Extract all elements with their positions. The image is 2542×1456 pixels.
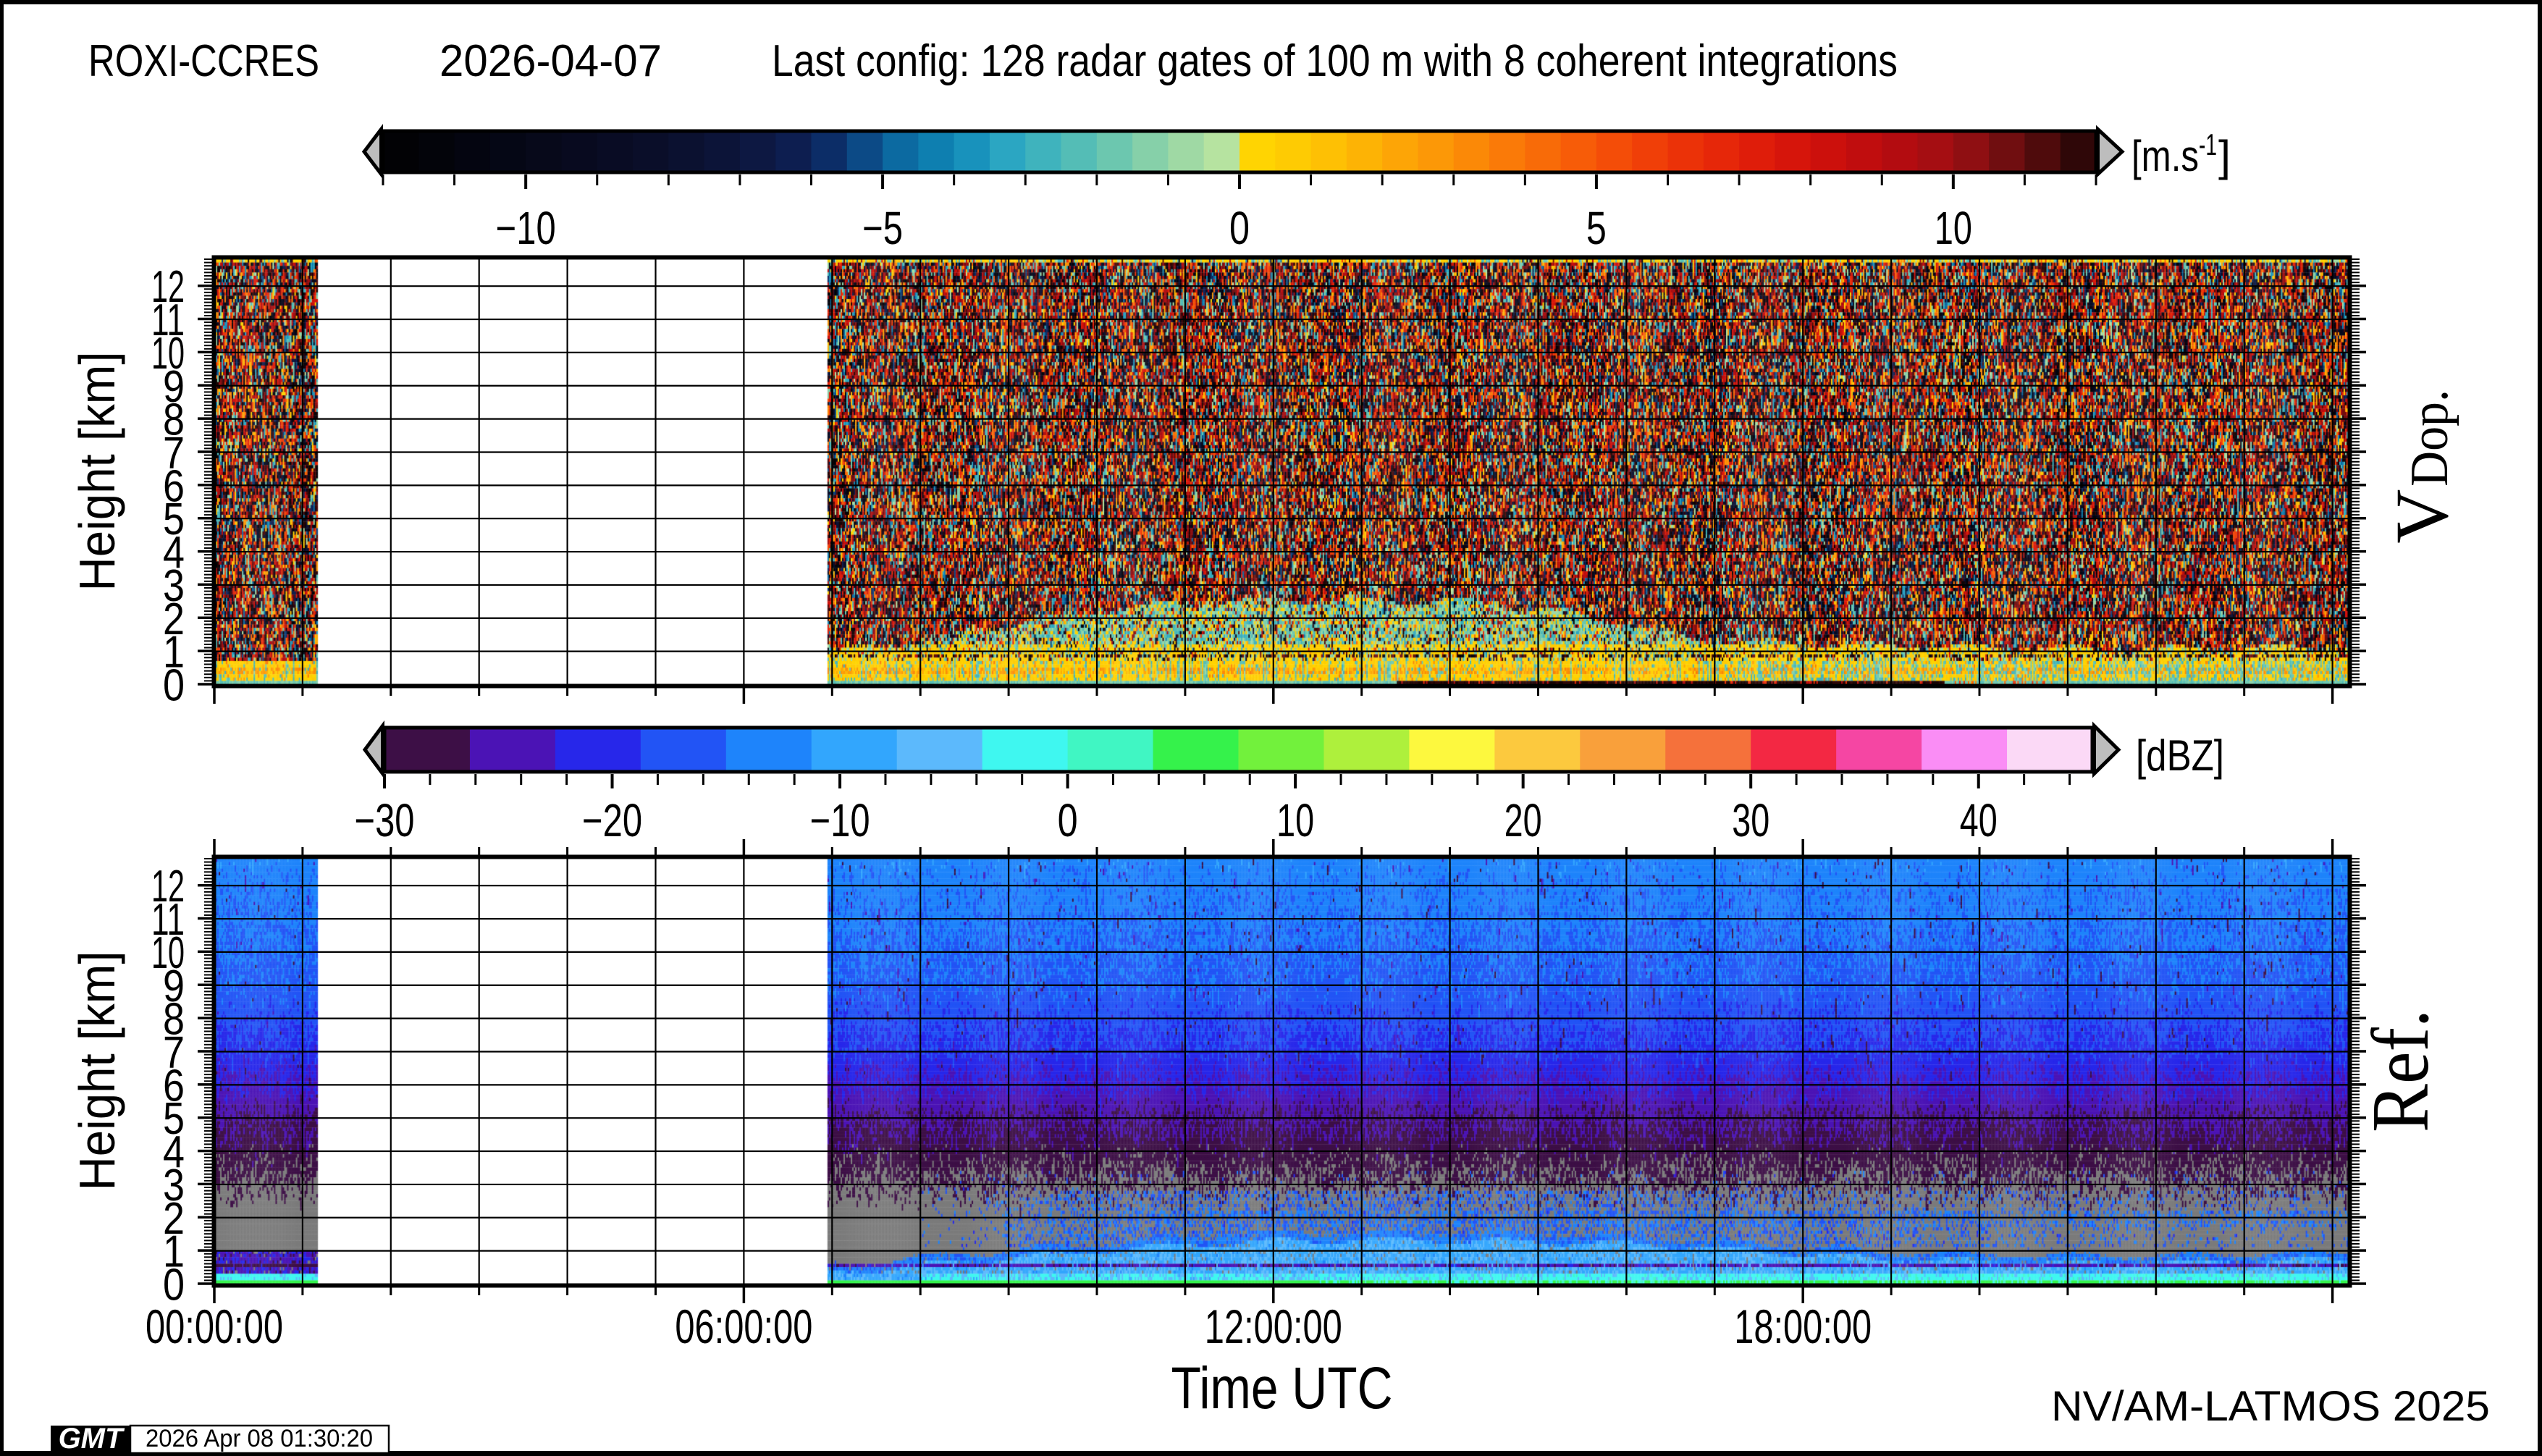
svg-text:00:00:00: 00:00:00 xyxy=(146,1300,283,1353)
svg-text:06:00:00: 06:00:00 xyxy=(675,1300,812,1353)
svg-text:40: 40 xyxy=(1960,794,1998,846)
svg-text:0: 0 xyxy=(1058,794,1078,846)
svg-text:−10: −10 xyxy=(496,202,556,254)
svg-text:30: 30 xyxy=(1732,794,1769,846)
svg-text:3: 3 xyxy=(163,1161,185,1211)
svg-text:2026 Apr 08 01:30:20: 2026 Apr 08 01:30:20 xyxy=(146,1425,373,1452)
svg-text:−10: −10 xyxy=(810,794,870,846)
svg-text:Height [km]: Height [km] xyxy=(69,951,125,1191)
svg-text:4: 4 xyxy=(163,1127,185,1177)
svg-text:Time UTC: Time UTC xyxy=(1171,1355,1393,1421)
svg-text:10: 10 xyxy=(1276,794,1314,846)
svg-text:Last config: 128 radar gates o: Last config: 128 radar gates of 100 m wi… xyxy=(772,36,1898,86)
svg-text:5: 5 xyxy=(163,1094,185,1144)
svg-text:3: 3 xyxy=(163,561,185,611)
svg-text:2026-04-07: 2026-04-07 xyxy=(439,36,662,86)
svg-text:V: V xyxy=(2381,489,2464,543)
svg-text:6: 6 xyxy=(163,461,185,511)
svg-text:20: 20 xyxy=(1504,794,1542,846)
svg-text:11: 11 xyxy=(151,895,185,945)
svg-text:1: 1 xyxy=(163,628,185,678)
svg-text:18:00:00: 18:00:00 xyxy=(1734,1300,1872,1353)
svg-text:1: 1 xyxy=(163,1227,185,1277)
svg-text:12: 12 xyxy=(151,862,185,912)
svg-text:7: 7 xyxy=(163,1027,185,1077)
svg-text:9: 9 xyxy=(163,362,185,412)
svg-text:10: 10 xyxy=(151,928,185,978)
svg-text:]: ] xyxy=(2218,132,2231,180)
svg-text:−5: −5 xyxy=(862,202,903,254)
svg-text:5: 5 xyxy=(1586,202,1607,254)
svg-text:[dBZ]: [dBZ] xyxy=(2136,731,2224,780)
svg-text:−20: −20 xyxy=(582,794,642,846)
svg-text:7: 7 xyxy=(163,428,185,478)
svg-text:8: 8 xyxy=(163,995,185,1045)
svg-text:0: 0 xyxy=(1229,202,1250,254)
svg-text:ROXI-CCRES: ROXI-CCRES xyxy=(88,36,319,86)
svg-text:Ref.: Ref. xyxy=(2356,1009,2446,1132)
svg-text:NV/AM-LATMOS 2025: NV/AM-LATMOS 2025 xyxy=(2051,1383,2490,1430)
svg-text:[m.s: [m.s xyxy=(2131,132,2199,180)
svg-text:0: 0 xyxy=(163,661,185,711)
svg-text:0: 0 xyxy=(163,1261,185,1310)
svg-text:Height [km]: Height [km] xyxy=(69,352,125,592)
svg-text:GMT: GMT xyxy=(59,1423,125,1455)
svg-text:4: 4 xyxy=(163,528,185,578)
svg-text:−30: −30 xyxy=(355,794,415,846)
svg-text:12:00:00: 12:00:00 xyxy=(1205,1300,1342,1353)
svg-text:9: 9 xyxy=(163,961,185,1011)
svg-text:-1: -1 xyxy=(2199,127,2217,161)
svg-text:12: 12 xyxy=(151,262,185,312)
svg-text:8: 8 xyxy=(163,395,185,445)
svg-text:10: 10 xyxy=(1935,202,1972,254)
svg-text:5: 5 xyxy=(163,495,185,544)
svg-text:6: 6 xyxy=(163,1061,185,1111)
svg-text:Dop.: Dop. xyxy=(2400,390,2459,487)
svg-text:10: 10 xyxy=(151,329,185,379)
svg-text:2: 2 xyxy=(163,594,185,644)
svg-text:2: 2 xyxy=(163,1194,185,1244)
svg-text:11: 11 xyxy=(151,295,185,345)
